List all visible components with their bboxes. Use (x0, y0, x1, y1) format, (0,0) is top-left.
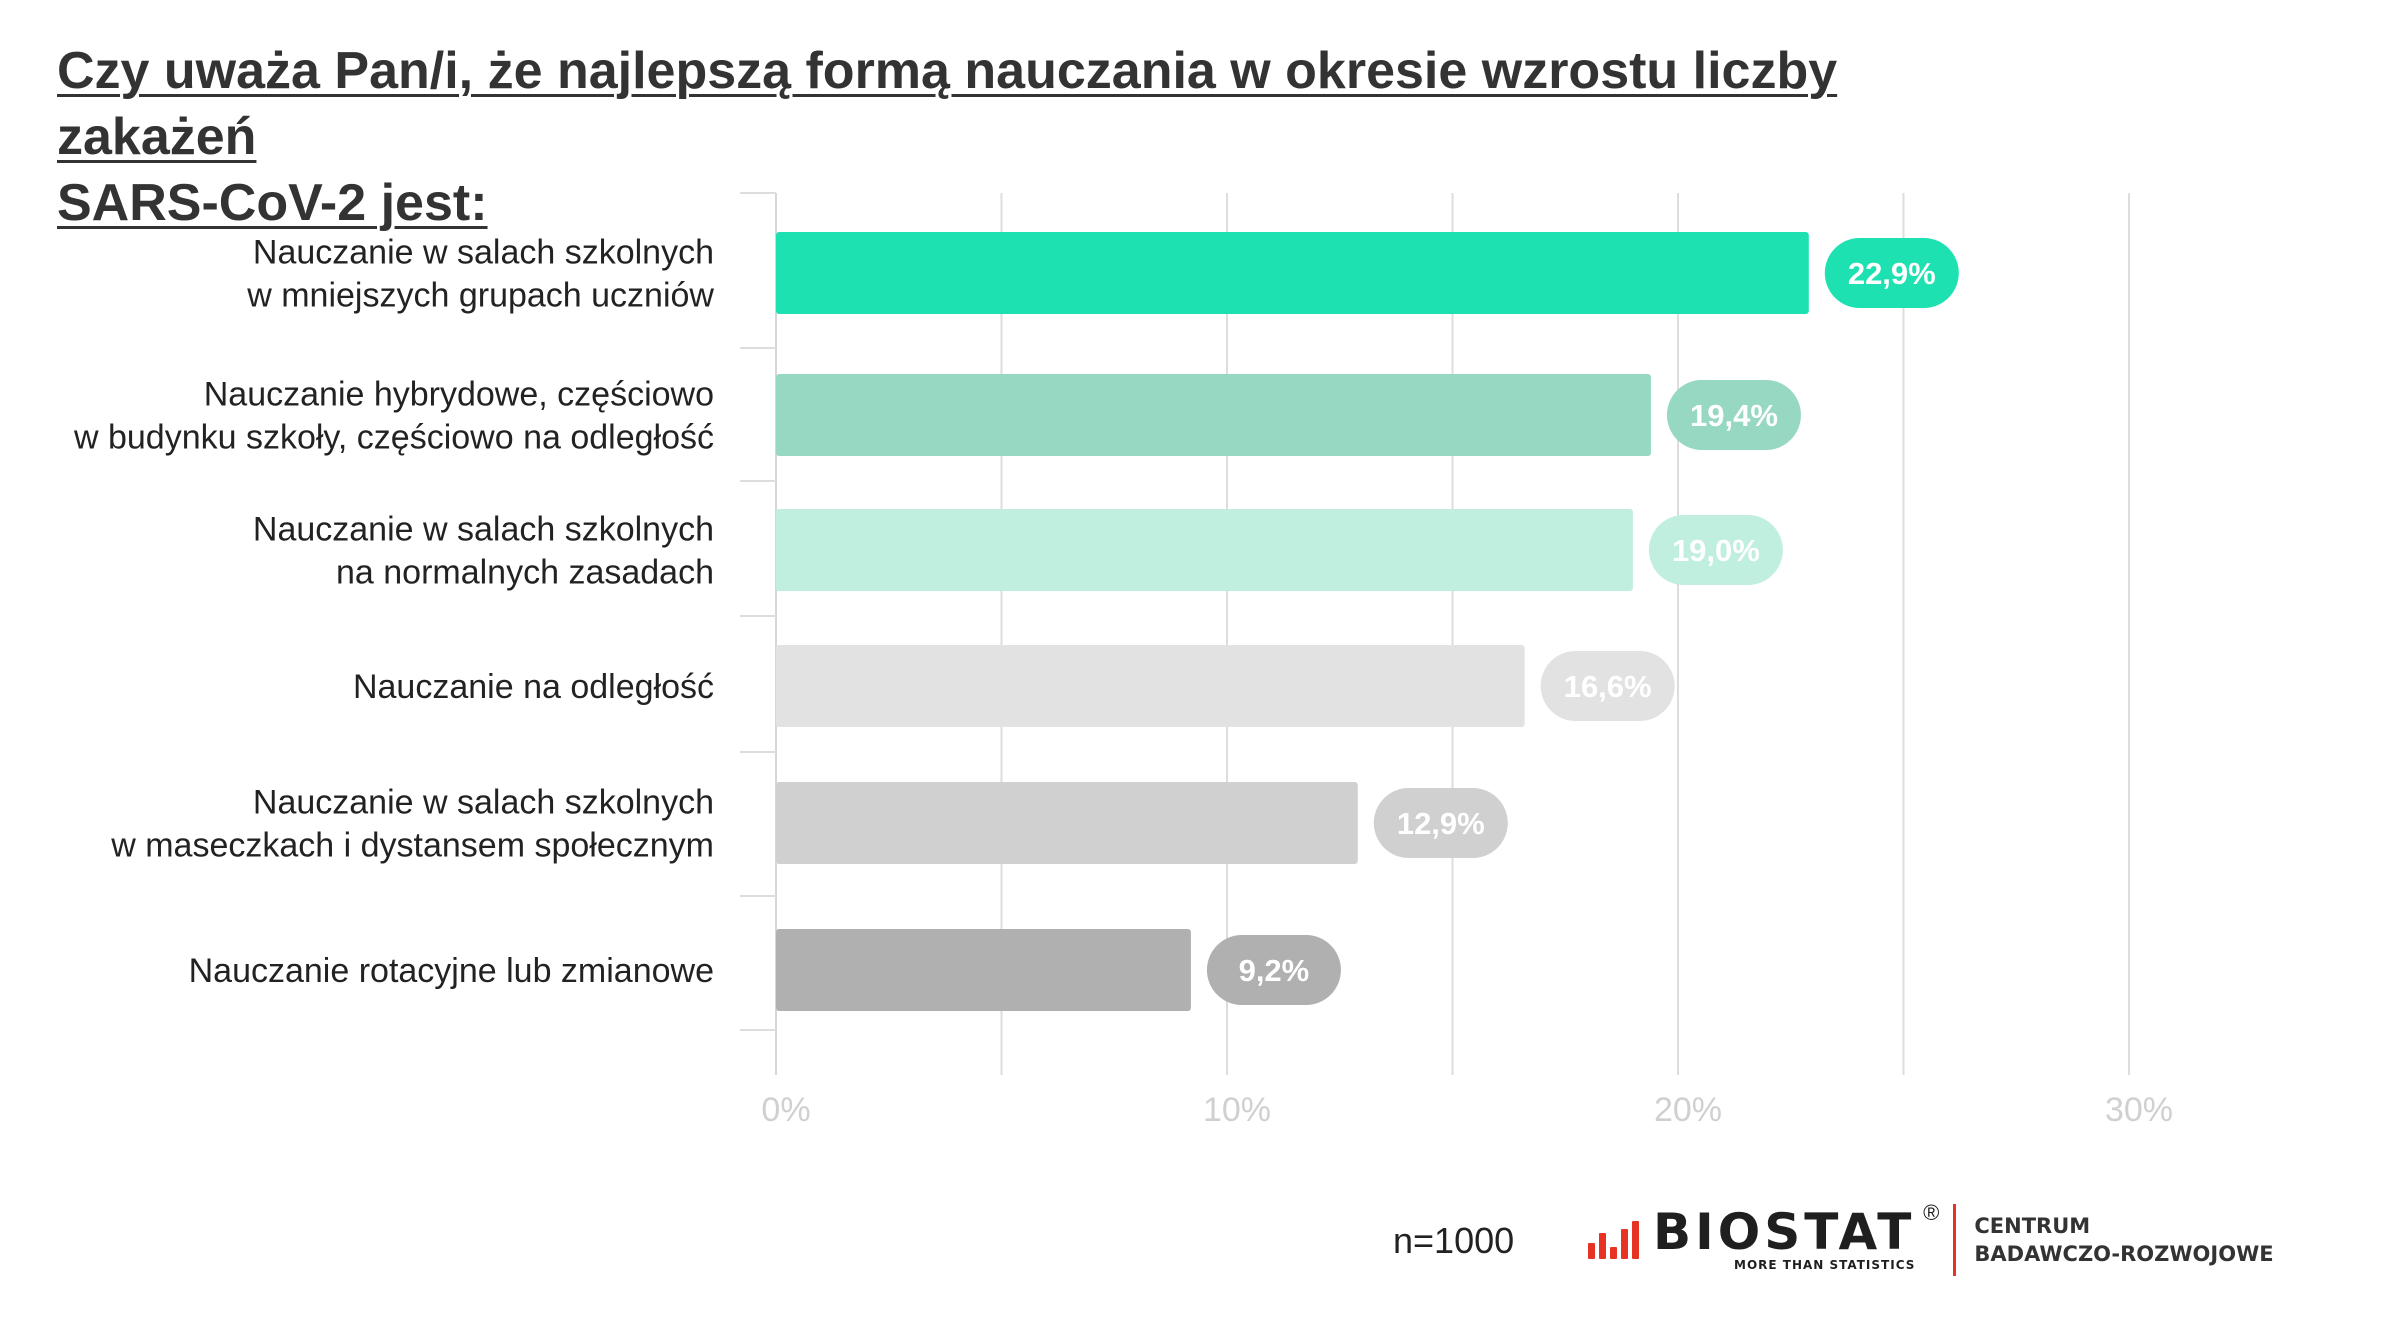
logo-centre-name: CENTRUM BADAWCZO-ROZWOJOWE (1974, 1212, 2273, 1268)
value-pill (1666, 380, 1801, 450)
logo-tagline: MORE THAN STATISTICS (1734, 1258, 1916, 1272)
category-label: w maseczkach i dystansem społecznym (110, 827, 714, 865)
logo-wordmark: BIOSTAT ® MORE THAN STATISTICS (1653, 1200, 1939, 1272)
value-label: 19,0% (1672, 533, 1760, 568)
value-label: 12,9% (1397, 806, 1485, 841)
logo-separator (1953, 1204, 1957, 1276)
value-label: 9,2% (1239, 953, 1310, 988)
biostat-logo: BIOSTAT ® MORE THAN STATISTICS CENTRUM B… (1588, 1200, 2274, 1280)
category-label: na normalnych zasadach (336, 554, 714, 592)
value-pill (1824, 238, 1959, 308)
value-pill (1373, 788, 1508, 858)
y-axis-layer (740, 192, 777, 1075)
sample-size: n=1000 (1393, 1220, 1515, 1261)
category-label: w budynku szkoły, częściowo na odległość (73, 419, 714, 457)
bar (776, 645, 1525, 727)
category-labels-layer: Nauczanie w salach szkolnych w mniejszych… (73, 234, 714, 991)
logo-centre-line-2: BADAWCZO-ROZWOJOWE (1974, 1242, 2274, 1266)
category-label: Nauczanie na odległość (353, 668, 714, 706)
category-label: Nauczanie rotacyjne lub zmianowe (189, 952, 714, 990)
value-pill (1540, 651, 1675, 721)
chart-title-line-2: SARS-CoV-2 jest: (57, 174, 488, 232)
bar (776, 782, 1358, 864)
logo-centre-line-1: CENTRUM (1974, 1214, 2091, 1238)
x-tick-label: 20% (1654, 1091, 1722, 1129)
bar (776, 929, 1191, 1011)
x-tick-label: 0% (761, 1091, 810, 1129)
value-label: 19,4% (1690, 398, 1778, 433)
value-label: 16,6% (1564, 669, 1652, 704)
value-pill (1648, 515, 1783, 585)
x-tick-labels-layer: 0% 10% 20% 30% (761, 1091, 2173, 1129)
logo-bars-icon (1588, 1221, 1639, 1259)
value-pill (1206, 935, 1341, 1005)
logo-registered-mark: ® (1923, 1200, 1940, 1225)
value-label: 22,9% (1848, 256, 1936, 291)
x-tick-label: 30% (2105, 1091, 2173, 1129)
bar (776, 374, 1651, 456)
category-label: Nauczanie w salach szkolnych (253, 234, 714, 272)
chart-title: Czy uważa Pan/i, że najlepszą formą nauc… (57, 38, 2017, 236)
bar (776, 509, 1633, 591)
category-label: Nauczanie w salach szkolnych (253, 784, 714, 822)
chart-title-line-1: Czy uważa Pan/i, że najlepszą formą nauc… (57, 42, 1838, 166)
bar (776, 232, 1809, 314)
category-label: Nauczanie w salach szkolnych (253, 511, 714, 549)
bars-layer: 22,9% 19,4% 19,0% 16,6% 12,9% 9,2% (776, 232, 1959, 1011)
x-tick-label: 10% (1203, 1091, 1271, 1129)
category-label: w mniejszych grupach uczniów (246, 277, 714, 315)
logo-word: BIOSTAT (1653, 1203, 1916, 1261)
category-label: Nauczanie hybrydowe, częściowo (204, 376, 714, 414)
